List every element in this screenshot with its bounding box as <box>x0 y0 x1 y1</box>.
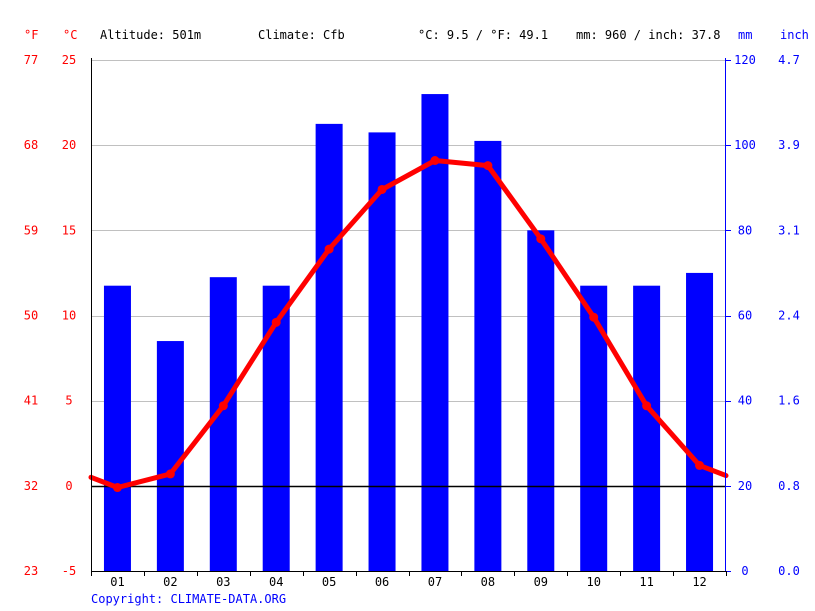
temperature-point <box>271 317 281 327</box>
month-label: 11 <box>639 575 653 589</box>
celsius-tick-label: 0 <box>65 479 72 493</box>
inch-tick-label: 0.0 <box>778 564 800 578</box>
celsius-tick-label: -5 <box>62 564 76 578</box>
temperature-point <box>589 312 599 322</box>
precipitation-bar <box>209 277 237 571</box>
precipitation-bar <box>633 285 661 571</box>
month-label: 03 <box>216 575 230 589</box>
month-label: 12 <box>692 575 706 589</box>
precipitation-bar <box>262 285 290 571</box>
precipitation-bar <box>368 132 396 571</box>
inch-tick-label: 3.1 <box>778 223 800 237</box>
precipitation-bar <box>103 285 131 571</box>
month-label: 04 <box>269 575 283 589</box>
mm-tick-label: 100 <box>734 138 756 152</box>
month-label: 09 <box>534 575 548 589</box>
inch-tick-label: 1.6 <box>778 394 800 408</box>
fahrenheit-tick-label: 68 <box>24 138 38 152</box>
fahrenheit-tick-label: 41 <box>24 394 38 408</box>
grid-lines <box>91 60 726 402</box>
month-label: 06 <box>375 575 389 589</box>
precipitation-bar <box>527 230 555 572</box>
inch-tick-label: 0.8 <box>778 479 800 493</box>
mm-tick-label: 0 <box>741 564 748 578</box>
celsius-unit-label: °C <box>63 28 78 42</box>
mm-unit-label: mm <box>738 28 753 42</box>
axes <box>91 58 731 576</box>
month-label: 05 <box>322 575 336 589</box>
precipitation-bar <box>686 272 714 571</box>
temperature-line-path <box>88 158 729 490</box>
mm-tick-label: 120 <box>734 53 756 67</box>
celsius-tick-label: 15 <box>62 223 76 237</box>
precipitation-bar <box>156 341 184 571</box>
temperature-point <box>112 483 122 493</box>
fahrenheit-tick-label: 50 <box>24 309 38 323</box>
month-label: 07 <box>428 575 442 589</box>
temperature-line <box>88 155 729 493</box>
month-label: 08 <box>481 575 495 589</box>
temperature-point <box>483 161 493 171</box>
mm-tick-label: 40 <box>738 394 752 408</box>
celsius-tick-label: 25 <box>62 53 76 67</box>
altitude-label: Altitude: 501m <box>100 28 202 42</box>
fahrenheit-tick-label: 23 <box>24 564 38 578</box>
precipitation-bar <box>315 123 343 571</box>
fahrenheit-tick-label: 32 <box>24 479 38 493</box>
temperature-point <box>324 244 334 254</box>
mm-tick-label: 80 <box>738 223 752 237</box>
month-label: 01 <box>110 575 124 589</box>
inch-tick-label: 4.7 <box>778 53 800 67</box>
celsius-tick-label: 5 <box>65 394 72 408</box>
inch-tick-label: 3.9 <box>778 138 800 152</box>
inch-tick-label: 2.4 <box>778 309 800 323</box>
temperature-point <box>218 401 228 411</box>
month-label: 10 <box>586 575 600 589</box>
precipitation-bar <box>421 94 449 572</box>
temperature-point <box>536 234 546 244</box>
climate-label: Climate: Cfb <box>258 28 345 42</box>
precipitation-total-label: mm: 960 / inch: 37.8 <box>576 28 721 42</box>
precipitation-bar <box>474 140 502 572</box>
fahrenheit-tick-label: 59 <box>24 223 38 237</box>
precipitation-bars <box>103 94 714 572</box>
temperature-point <box>165 469 175 479</box>
fahrenheit-tick-label: 77 <box>24 53 38 67</box>
inch-unit-label: inch <box>780 28 809 42</box>
celsius-tick-label: 20 <box>62 138 76 152</box>
temperature-point <box>377 184 387 194</box>
temperature-average-label: °C: 9.5 / °F: 49.1 <box>418 28 549 42</box>
temperature-point <box>430 155 440 165</box>
celsius-tick-label: 10 <box>62 309 76 323</box>
mm-tick-label: 20 <box>738 479 752 493</box>
temperature-point <box>695 460 705 470</box>
mm-tick-label: 60 <box>738 309 752 323</box>
copyright-link[interactable]: Copyright: CLIMATE-DATA.ORG <box>91 592 287 606</box>
fahrenheit-unit-label: °F <box>24 28 39 42</box>
month-label: 02 <box>163 575 177 589</box>
temperature-point <box>642 401 652 411</box>
